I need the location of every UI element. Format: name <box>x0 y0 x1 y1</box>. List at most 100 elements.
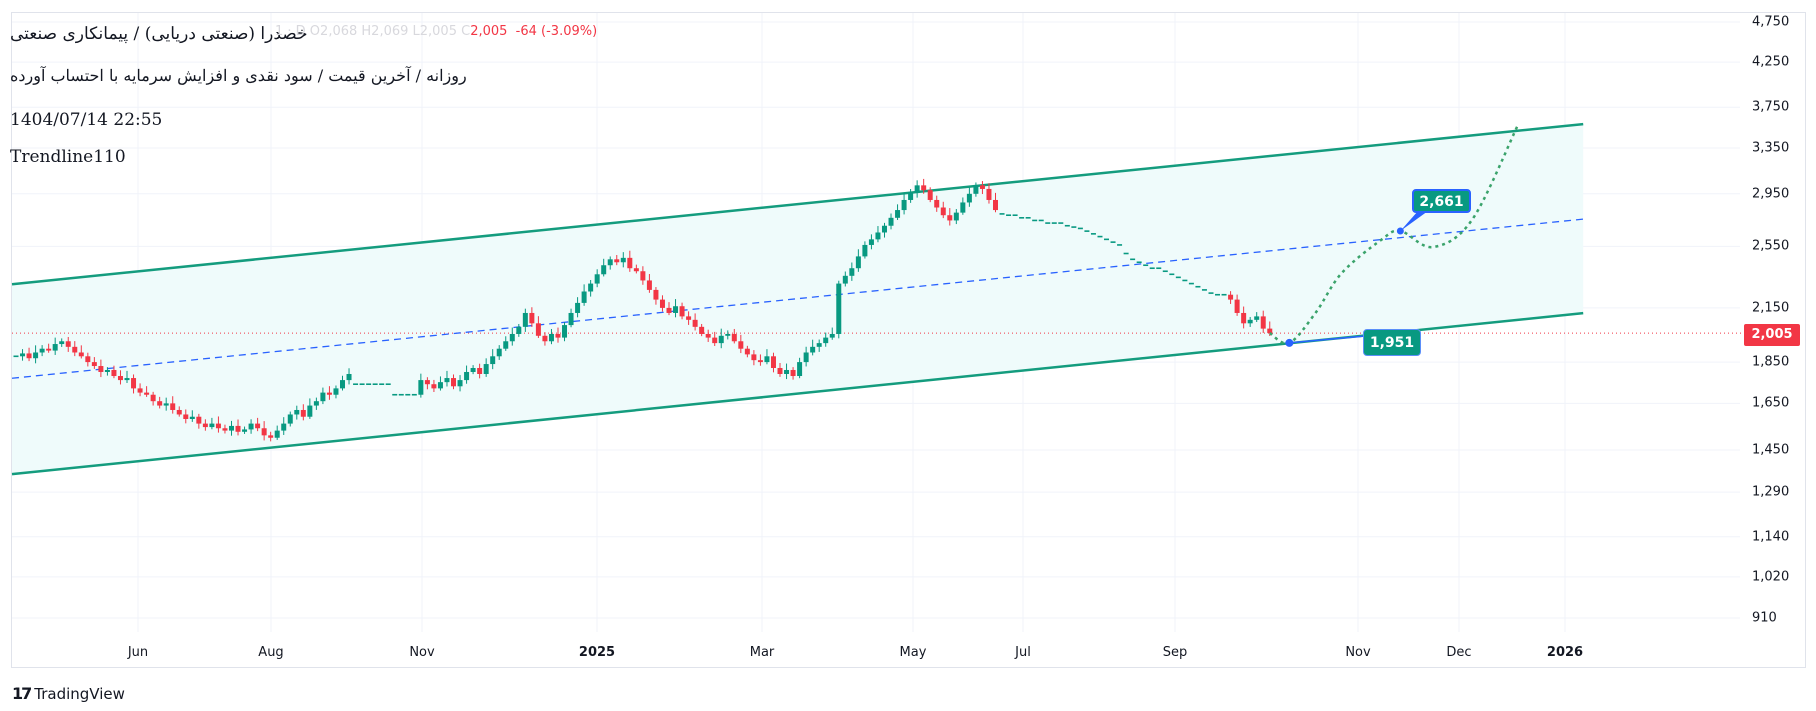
candle-body <box>300 409 306 417</box>
candle-up <box>444 370 450 387</box>
candle-down <box>65 336 71 352</box>
candle-body <box>725 333 731 336</box>
candle-up <box>966 187 972 207</box>
candle-body <box>451 378 457 387</box>
candle-body <box>215 423 221 429</box>
marker-label-1951[interactable]: 1,951 <box>1363 329 1421 356</box>
candle-up <box>842 271 848 287</box>
y-tick-label: 1,450 <box>1752 442 1790 458</box>
candle-up <box>124 370 130 383</box>
candle-down <box>712 331 718 347</box>
candle-down <box>757 354 763 366</box>
candle-down <box>176 406 182 417</box>
candle-up <box>503 336 509 351</box>
candle-down <box>131 374 137 394</box>
x-tick-label: Aug <box>258 645 284 660</box>
candle-down <box>72 341 78 357</box>
candle-down <box>255 417 261 432</box>
candle-body <box>620 257 626 263</box>
candle-up <box>320 387 326 405</box>
x-tick-label: 2026 <box>1546 645 1584 660</box>
candle-up <box>248 419 254 434</box>
candle-body <box>614 259 620 263</box>
candle-up <box>829 327 835 340</box>
candle-up <box>33 345 39 364</box>
candle-down <box>699 323 705 337</box>
candle-up <box>333 385 339 399</box>
candle-up <box>522 308 528 332</box>
indicator-name[interactable]: Trendline110 <box>10 147 126 167</box>
candle-body <box>588 283 594 292</box>
candle-body <box>1260 316 1266 329</box>
candle-body <box>26 353 32 359</box>
candle-down <box>1228 291 1234 304</box>
candle-body <box>333 388 339 395</box>
candle-body <box>228 425 234 431</box>
candle-body <box>287 414 293 424</box>
candle-body <box>274 430 280 438</box>
chart-subtitle: روزانه / آخرین قیمت / سود نقدی و افزایش … <box>10 66 467 85</box>
candle-body <box>98 366 104 372</box>
candle-body <box>163 403 169 406</box>
y-tick-label: 1,650 <box>1752 395 1790 411</box>
candle-body <box>490 356 496 365</box>
marker-label-2661[interactable]: 2,661 <box>1412 189 1471 213</box>
candle-down <box>614 255 620 266</box>
candle-down <box>431 379 437 393</box>
candle-body <box>124 378 130 381</box>
candle-body <box>568 312 574 326</box>
candle-up <box>810 339 816 356</box>
candle-up <box>588 279 594 297</box>
candle-up <box>483 358 489 377</box>
candle-body <box>1267 328 1273 334</box>
candle-body <box>947 215 953 221</box>
candle-body <box>1247 319 1253 324</box>
candle-body <box>921 185 927 191</box>
candle-down <box>646 274 652 293</box>
candle-up <box>39 345 45 357</box>
candle-down <box>477 363 483 379</box>
candle-body <box>1241 312 1247 324</box>
tradingview-logo[interactable]: 𝟭𝟳 TradingView <box>12 684 125 703</box>
candle-body <box>979 185 985 189</box>
candle-up <box>601 258 607 277</box>
candle-body <box>313 401 319 406</box>
candle-up <box>575 297 581 318</box>
candle-body <box>784 369 790 374</box>
y-tick-label: 1,290 <box>1752 484 1790 500</box>
candle-body <box>464 371 470 381</box>
candle-down <box>542 332 548 346</box>
candle-up <box>718 328 724 349</box>
candle-body <box>646 280 652 290</box>
candle-up <box>228 420 234 436</box>
candle-down <box>731 328 737 344</box>
candle-down <box>633 264 639 274</box>
candle-body <box>914 185 920 193</box>
candle-down <box>91 357 97 369</box>
candle-up <box>464 365 470 384</box>
candle-down <box>705 329 711 342</box>
candle-body <box>881 225 887 233</box>
candle-down <box>627 250 633 272</box>
candle-body <box>529 312 535 324</box>
candle-body <box>868 239 874 245</box>
y-tick-label: 910 <box>1752 610 1777 626</box>
candle-body <box>209 423 215 428</box>
candle-down <box>993 192 998 213</box>
candle-body <box>281 423 287 431</box>
candle-body <box>268 435 274 438</box>
candle-down <box>751 350 757 366</box>
y-tick-label: 1,140 <box>1752 529 1790 545</box>
candle-down <box>934 195 940 212</box>
candle-down <box>424 377 430 390</box>
candle-up <box>868 234 874 250</box>
candle-up <box>496 345 502 360</box>
candle-body <box>157 401 163 406</box>
candle-body <box>1228 294 1234 300</box>
candle-down <box>790 367 796 380</box>
candle-down <box>686 311 692 325</box>
candle-down <box>202 419 208 431</box>
candle-up <box>274 425 280 440</box>
candle-body <box>816 343 822 347</box>
